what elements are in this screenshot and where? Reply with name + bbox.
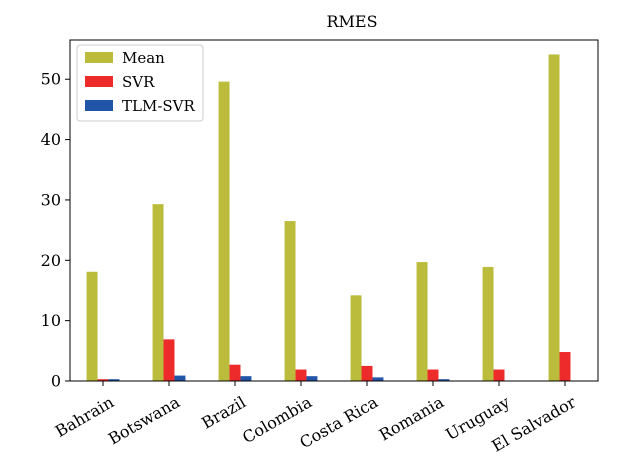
bar-mean-brazil	[218, 81, 230, 381]
bar-tlm-svr-brazil	[240, 376, 252, 381]
bar-mean-el-salvador	[548, 54, 560, 381]
y-tick-label: 10	[41, 311, 61, 330]
x-tick-label: Brazil	[198, 392, 249, 432]
x-tick-label: Romania	[376, 392, 448, 444]
legend-swatch	[85, 100, 113, 111]
bar-svr-costa-rica	[361, 365, 373, 381]
bar-svr-brazil	[229, 364, 241, 381]
y-axis: 0 10 20 30 40 50	[41, 70, 70, 391]
y-tick-label: 0	[51, 372, 61, 391]
bar-tlm-svr-botswana	[174, 375, 186, 381]
bar-tlm-svr-bahrain	[108, 379, 120, 381]
x-tick-label: Botswana	[105, 392, 183, 448]
bar-svr-romania	[427, 369, 439, 381]
bar-mean-romania	[416, 262, 428, 381]
legend-label: SVR	[122, 73, 155, 91]
bar-svr-bahrain	[97, 379, 109, 381]
bar-svr-colombia	[295, 369, 307, 381]
bar-tlm-svr-colombia	[306, 376, 318, 381]
bar-svr-el-salvador	[559, 352, 571, 381]
bar-mean-costa-rica	[350, 295, 362, 381]
bar-svr-botswana	[163, 339, 175, 381]
plot-frame	[69, 39, 599, 382]
bars-group	[86, 54, 571, 381]
bar-svr-uruguay	[493, 369, 505, 381]
chart-title: RMES	[326, 12, 377, 31]
y-tick-label: 50	[41, 70, 61, 89]
bar-mean-uruguay	[482, 266, 494, 381]
bar-tlm-svr-costa-rica	[372, 377, 384, 381]
bar-tlm-svr-romania	[438, 379, 450, 381]
y-tick-label: 20	[41, 251, 61, 270]
legend-label: Mean	[122, 49, 165, 67]
bar-mean-bahrain	[86, 271, 98, 381]
bar-mean-botswana	[152, 204, 164, 381]
legend: Mean SVR TLM-SVR	[76, 44, 204, 122]
bar-mean-colombia	[284, 221, 296, 381]
legend-swatch	[85, 76, 113, 87]
y-tick-label: 40	[41, 130, 61, 149]
y-tick-label: 30	[41, 190, 61, 209]
legend-swatch	[85, 52, 113, 63]
legend-label: TLM-SVR	[122, 97, 196, 115]
